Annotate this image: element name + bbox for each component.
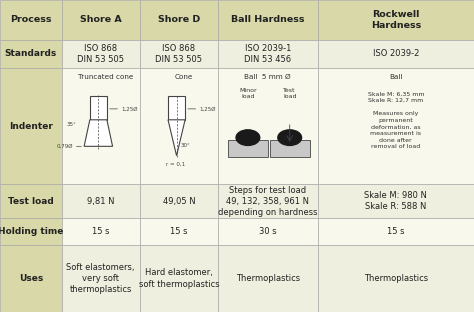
Text: Ball: Ball (389, 74, 402, 80)
Text: Hard elastomer,
soft thermoplastics: Hard elastomer, soft thermoplastics (138, 268, 219, 289)
Circle shape (278, 130, 301, 145)
FancyBboxPatch shape (218, 0, 318, 40)
Text: ISO 2039-1
DIN 53 456: ISO 2039-1 DIN 53 456 (244, 44, 292, 64)
Text: Uses: Uses (18, 274, 43, 283)
Text: Thermoplastics: Thermoplastics (364, 274, 428, 283)
FancyBboxPatch shape (90, 96, 107, 120)
FancyBboxPatch shape (218, 68, 318, 184)
Text: 9,81 N: 9,81 N (87, 197, 115, 206)
Text: Indenter: Indenter (9, 122, 53, 130)
FancyBboxPatch shape (218, 218, 318, 245)
Text: ISO 2039-2: ISO 2039-2 (373, 50, 419, 58)
Text: Test
load: Test load (283, 88, 296, 99)
FancyBboxPatch shape (318, 245, 474, 312)
FancyBboxPatch shape (0, 218, 62, 245)
Text: 49,05 N: 49,05 N (163, 197, 195, 206)
FancyBboxPatch shape (318, 0, 474, 40)
FancyBboxPatch shape (62, 40, 140, 68)
FancyBboxPatch shape (140, 40, 218, 68)
Text: Skale M: 6,35 mm
Skale R: 12,7 mm

Measures only
permanent
deformation, as
measu: Skale M: 6,35 mm Skale R: 12,7 mm Measur… (367, 91, 424, 149)
Text: ISO 868
DIN 53 505: ISO 868 DIN 53 505 (155, 44, 202, 64)
Text: Steps for test load
49, 132, 358, 961 N
depending on hardness: Steps for test load 49, 132, 358, 961 N … (218, 186, 318, 217)
Text: 1,25Ø: 1,25Ø (199, 106, 216, 111)
Text: 15 s: 15 s (92, 227, 109, 236)
FancyBboxPatch shape (218, 245, 318, 312)
Text: Truncated cone: Truncated cone (78, 74, 133, 80)
FancyBboxPatch shape (318, 218, 474, 245)
FancyBboxPatch shape (0, 245, 62, 312)
Text: r = 0,1: r = 0,1 (166, 161, 185, 166)
FancyBboxPatch shape (318, 184, 474, 218)
Text: 15 s: 15 s (170, 227, 188, 236)
Text: 35°: 35° (66, 122, 76, 127)
FancyBboxPatch shape (0, 184, 62, 218)
Text: 30 s: 30 s (259, 227, 277, 236)
Text: Thermoplastics: Thermoplastics (236, 274, 300, 283)
FancyBboxPatch shape (62, 245, 140, 312)
FancyBboxPatch shape (168, 96, 185, 120)
Circle shape (236, 130, 260, 145)
FancyBboxPatch shape (62, 184, 140, 218)
Polygon shape (84, 120, 112, 146)
Text: 30°: 30° (180, 143, 190, 148)
Polygon shape (168, 120, 185, 156)
Text: Holding time: Holding time (0, 227, 64, 236)
Text: Ball  5 mm Ø: Ball 5 mm Ø (245, 74, 291, 80)
Text: Cone: Cone (174, 74, 193, 80)
FancyBboxPatch shape (270, 140, 310, 157)
FancyBboxPatch shape (318, 40, 474, 68)
Text: 15 s: 15 s (387, 227, 404, 236)
FancyBboxPatch shape (0, 40, 62, 68)
Text: Skale M: 980 N
Skale R: 588 N: Skale M: 980 N Skale R: 588 N (365, 191, 427, 211)
Text: Process: Process (10, 16, 52, 24)
FancyBboxPatch shape (140, 218, 218, 245)
Text: Shore D: Shore D (158, 16, 200, 24)
FancyBboxPatch shape (0, 0, 62, 40)
Text: Shore A: Shore A (80, 16, 122, 24)
FancyBboxPatch shape (0, 68, 62, 184)
Text: Standards: Standards (5, 50, 57, 58)
FancyBboxPatch shape (218, 184, 318, 218)
FancyBboxPatch shape (140, 0, 218, 40)
Text: Test load: Test load (8, 197, 54, 206)
FancyBboxPatch shape (62, 218, 140, 245)
Text: Rockwell
Hardness: Rockwell Hardness (371, 10, 421, 30)
FancyBboxPatch shape (62, 0, 140, 40)
Text: Soft elastomers,
very soft
thermoplastics: Soft elastomers, very soft thermoplastic… (66, 263, 135, 294)
Text: ISO 868
DIN 53 505: ISO 868 DIN 53 505 (77, 44, 124, 64)
Text: Ball Hardness: Ball Hardness (231, 16, 305, 24)
FancyBboxPatch shape (318, 68, 474, 184)
FancyBboxPatch shape (218, 40, 318, 68)
FancyBboxPatch shape (228, 140, 268, 157)
Text: 1,25Ø: 1,25Ø (121, 106, 137, 111)
FancyBboxPatch shape (140, 68, 218, 184)
Text: 0,79Ø: 0,79Ø (56, 144, 73, 149)
Text: Minor
load: Minor load (239, 88, 257, 99)
FancyBboxPatch shape (140, 184, 218, 218)
FancyBboxPatch shape (62, 68, 140, 184)
FancyBboxPatch shape (140, 245, 218, 312)
